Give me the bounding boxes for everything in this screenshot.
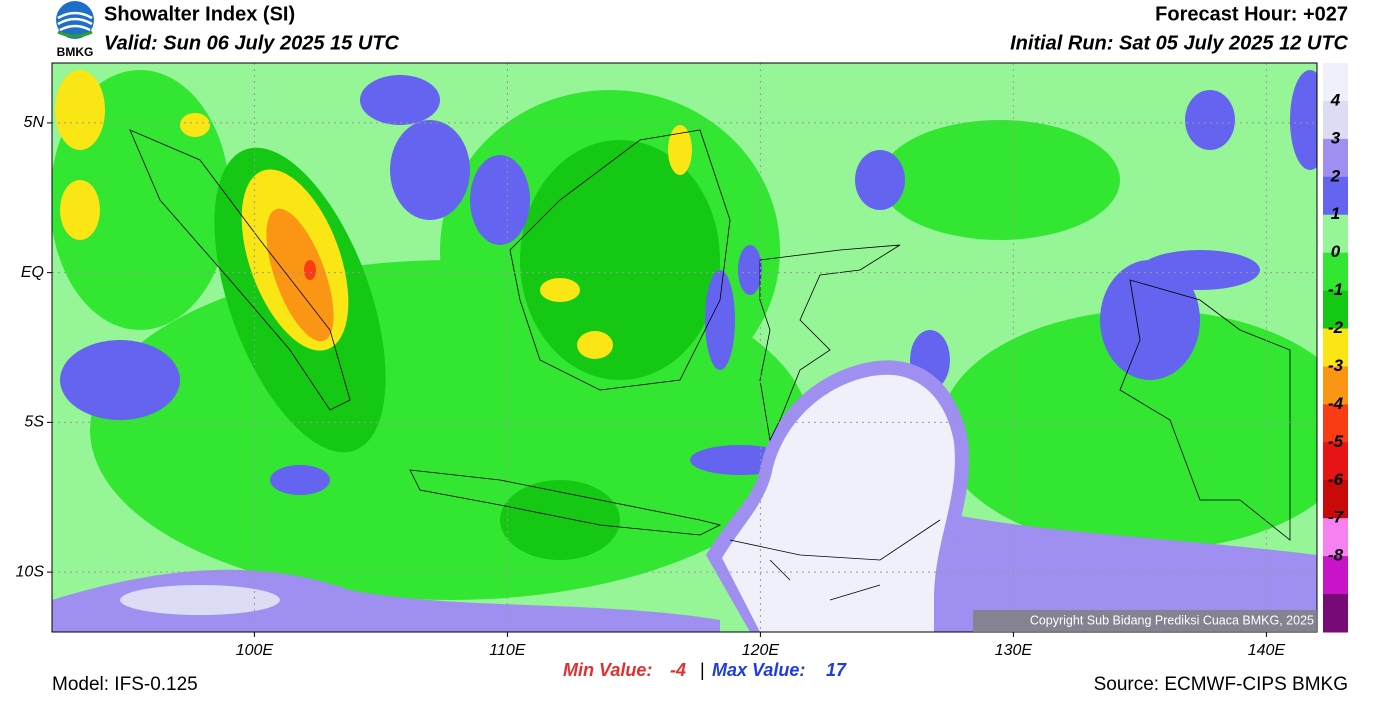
lat-tick-label: 10S	[16, 563, 45, 580]
lat-tick-label: 5S	[24, 414, 44, 431]
colorbar-swatch	[1323, 556, 1348, 595]
field-red	[304, 260, 316, 280]
lon-tick-label: 120E	[742, 642, 780, 659]
colorbar-swatch	[1323, 290, 1348, 330]
model: Model: IFS-0.125	[52, 674, 198, 695]
colorbar-label: -5	[1328, 432, 1344, 451]
lon-tick-label: 100E	[236, 642, 274, 659]
field-purple-band	[52, 569, 720, 632]
lat-tick-label: 5N	[24, 114, 45, 131]
colorbar-label: -6	[1328, 470, 1344, 489]
colorbar-label: 0	[1331, 242, 1341, 261]
field-green	[940, 310, 1317, 550]
colorbar-label: -4	[1328, 394, 1344, 413]
field-green	[880, 120, 1120, 240]
colorbar-label: -1	[1328, 280, 1343, 299]
source: Source: ECMWF-CIPS BMKG	[1094, 674, 1348, 695]
valid-time: Valid: Sun 06 July 2025 15 UTC	[104, 32, 399, 54]
colorbar-swatch	[1323, 176, 1348, 216]
title: Showalter Index (SI)	[104, 3, 295, 25]
map-field	[52, 63, 1317, 632]
coastlines	[129, 129, 1291, 601]
logo-waves	[57, 11, 93, 32]
forecast-hour: Forecast Hour: +027	[1155, 3, 1348, 25]
colorbar-swatch	[1323, 404, 1348, 443]
logo-text: BMKG	[57, 45, 94, 59]
logo-leaf	[57, 30, 93, 38]
colorbar-swatch	[1323, 63, 1348, 102]
colorbar-label: -8	[1328, 546, 1344, 565]
field-yellow	[55, 70, 105, 150]
colorbar-label: 4	[1330, 90, 1341, 109]
field-yellow	[180, 113, 210, 137]
field-purple	[60, 70, 1317, 495]
lon-tick-label: 130E	[995, 642, 1033, 659]
colorbar: 4 3 2 1 0 -1 -2 -3 -4 -5 -6 -7 -8	[1323, 63, 1348, 633]
field-yellow	[577, 331, 613, 359]
field-dark-green	[500, 480, 620, 560]
field-orange	[266, 208, 334, 342]
colorbar-swatch	[1323, 100, 1348, 140]
colorbar-swatch	[1323, 328, 1348, 367]
colorbar-swatch	[1323, 442, 1348, 481]
min-value: -4	[670, 660, 686, 680]
colorbar-label: 3	[1331, 128, 1341, 147]
min-label: Min Value:	[563, 660, 652, 680]
lat-tick-label: EQ	[21, 264, 44, 281]
field-lavender	[120, 585, 280, 615]
colorbar-swatch	[1323, 214, 1348, 254]
colorbar-swatch	[1323, 594, 1348, 633]
lon-tick-label: 140E	[1248, 642, 1286, 659]
field-yellow	[60, 180, 100, 240]
separator: |	[700, 660, 705, 680]
colorbar-swatch	[1323, 480, 1348, 519]
colorbar-swatch	[1323, 366, 1348, 405]
lon-tick-label: 110E	[489, 642, 526, 659]
colorbar-label: -2	[1328, 318, 1344, 337]
copyright-box	[973, 610, 1317, 632]
colorbar-swatch	[1323, 138, 1348, 178]
colorbar-swatch	[1323, 252, 1348, 292]
initial-run: Initial Run: Sat 05 July 2025 12 UTC	[1010, 32, 1348, 54]
field-purple-band	[930, 510, 1317, 632]
graticule	[47, 63, 1317, 637]
colorbar-swatch	[1323, 518, 1348, 557]
logo: BMKG	[56, 1, 94, 59]
copyright: Copyright Sub Bidang Prediksi Cuaca BMKG…	[1030, 613, 1314, 627]
field-dark-green	[520, 140, 720, 380]
colorbar-label: -3	[1328, 356, 1344, 375]
field-yellow	[540, 278, 580, 302]
colorbar-label: -7	[1328, 508, 1345, 527]
colorbar-label: 1	[1331, 204, 1340, 223]
max-value: 17	[826, 660, 847, 680]
max-label: Max Value:	[712, 660, 805, 680]
field-yellow	[668, 125, 692, 175]
field-white	[722, 374, 955, 632]
map-frame	[51, 62, 1318, 633]
colorbar-label: 2	[1330, 166, 1341, 185]
